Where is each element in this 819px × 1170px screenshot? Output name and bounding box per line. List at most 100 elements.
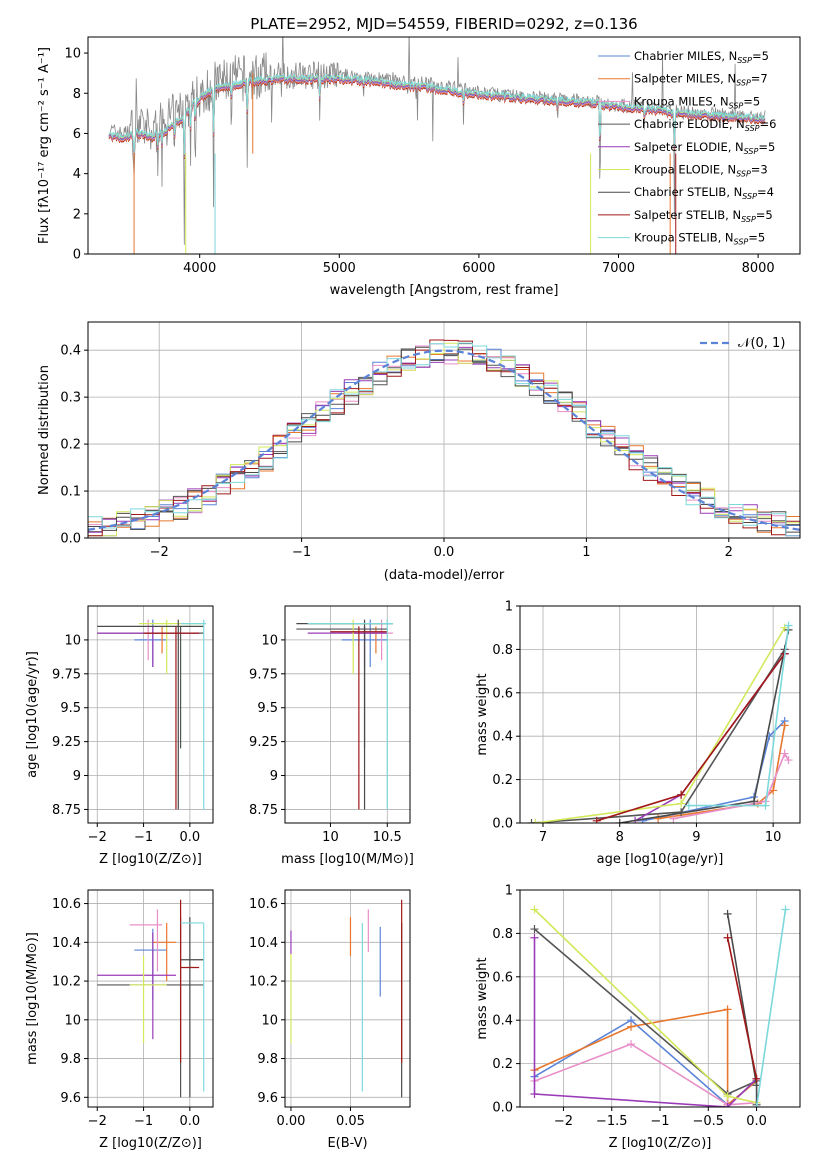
plot-area: [296, 619, 393, 810]
y-tick-label: 0.6: [492, 970, 513, 985]
x-tick-label: −0.5: [692, 1114, 724, 1129]
y-tick-label: 0: [73, 248, 81, 263]
x-axis-label: Z [log10(Z/Z⊙)]: [99, 852, 202, 867]
x-tick-label: 0.0: [180, 1114, 201, 1129]
histogram-step-salpeter-stelib: [88, 339, 800, 537]
y-tick-label: 10: [261, 633, 278, 648]
y-tick-label: 0.8: [492, 643, 513, 658]
plot-area: [530, 905, 790, 1107]
y-tick-label: 9.6: [60, 1091, 81, 1106]
plot-area: [527, 621, 793, 823]
y-tick-label: 10.2: [52, 975, 81, 990]
histogram-step-kroupa-stelib: [88, 342, 800, 537]
figure-title: PLATE=2952, MJD=54559, FIBERID=0292, z=0…: [250, 15, 637, 33]
y-tick-label: 10: [64, 633, 81, 648]
y-tick-label: 10: [64, 1013, 81, 1028]
mass-weight-marker: [592, 816, 601, 823]
y-tick-label: 0.0: [60, 532, 81, 547]
x-tick-label: −1: [650, 1114, 669, 1129]
axes-frame: [87, 605, 214, 824]
mass-weight-vs-age-panel: 7 8 9 10 0.0 0.2 0.4 0.6 0.8 1 age [log10(age/yr)]…: [475, 600, 801, 867]
x-tick-label: 7: [539, 830, 547, 845]
plot-area: [88, 339, 800, 537]
y-tick-label: 0.0: [492, 817, 513, 832]
y-tick-label: 9.6: [257, 1091, 278, 1106]
age-vs-metallicity-panel: −2 −1 0.0 8.75 9 9.25 9.5 9.75 10 Z [log10(Z/Z⊙)]…: [25, 605, 214, 867]
x-tick-label: −2: [554, 1114, 573, 1129]
x-tick-label: 8000: [742, 261, 775, 276]
x-tick-label: −2: [88, 830, 107, 845]
x-axis-label: E(B-V): [327, 1136, 367, 1151]
x-axis-label: wavelength [Angstrom, rest frame]: [330, 283, 559, 298]
legend-label: Salpeter STELIB, NSSP=5: [634, 208, 773, 224]
mass-weight-marker: [615, 819, 624, 823]
legend-label: Salpeter ELODIE, NSSP=5: [634, 140, 775, 156]
y-tick-label: 10.4: [52, 936, 81, 951]
mass-weight-marker: [780, 721, 789, 730]
mass-weight-marker: [781, 905, 790, 914]
mass-weight-marker: [530, 1089, 539, 1098]
y-tick-label: 10.6: [249, 897, 278, 912]
x-tick-label: 10: [322, 830, 339, 845]
y-tick-label: 0.3: [60, 391, 81, 406]
axes-frame: [284, 605, 411, 824]
y-tick-label: 9.25: [249, 735, 278, 750]
y-tick-label: 9.75: [249, 667, 278, 682]
axes-frame: [284, 889, 411, 1108]
plot-area: [290, 899, 403, 1098]
x-tick-label: 0.00: [276, 1114, 305, 1129]
mass-weight-line-kroupa-miles: [673, 751, 790, 820]
mass-weight-line-kroupa-stelib: [755, 909, 787, 1107]
y-tick-label: 8.75: [52, 803, 81, 818]
x-tick-label: −1.5: [596, 1114, 628, 1129]
mass-weight-line-kroupa-miles: [534, 1043, 757, 1106]
spectrum-model-line-kroupa-stelib: [108, 73, 766, 155]
y-tick-label: 4: [73, 167, 81, 182]
x-tick-label: −1: [134, 830, 153, 845]
y-tick-label: 10.6: [52, 897, 81, 912]
mass-weight-marker: [669, 814, 678, 823]
y-tick-label: 2: [73, 207, 81, 222]
x-tick-label: 8: [616, 830, 624, 845]
legend-label: Kroupa MILES, NSSP=5: [634, 94, 760, 110]
y-tick-label: 0.0: [492, 1101, 513, 1116]
mass-weight-marker: [723, 1005, 732, 1014]
axes-frame: [87, 36, 801, 255]
mass-weight-line-salpeter-miles: [657, 725, 786, 820]
legend-label: 𝒩(0, 1): [738, 336, 785, 351]
legend-label: Kroupa STELIB, NSSP=5: [634, 231, 765, 247]
mass-weight-marker: [723, 933, 732, 942]
y-tick-label: 10: [261, 1013, 278, 1028]
y-tick-label: 0.1: [60, 485, 81, 500]
y-tick-label: 8: [73, 87, 81, 102]
mass-weight-line-salpeter-elodie: [533, 937, 758, 1107]
mass-weight-marker: [677, 799, 686, 808]
mass-weight-marker: [531, 819, 540, 823]
spectrum-panel: 4000 5000 6000 7000 8000 0 2 4 6 8 10 wavelength [A…: [37, 36, 801, 298]
legend-label: Chabrier ELODIE, NSSP=6: [634, 117, 776, 133]
x-axis-label: (data-model)/error: [384, 568, 505, 583]
mass-weight-line-chabrier-stelib: [619, 629, 790, 823]
x-tick-label: 0.0: [434, 545, 455, 560]
y-axis-label: mass weight: [475, 957, 490, 1039]
residual-histogram-panel: −2 −1 0.0 1 2 0.0 0.1 0.2 0.3 0.4 (data-model)/err…: [37, 321, 801, 583]
y-axis-label: mass weight: [475, 673, 490, 755]
mass-weight-marker: [684, 801, 693, 810]
y-axis-label: mass [log10(M/M⊙)]: [25, 932, 40, 1065]
x-tick-label: 5000: [323, 261, 356, 276]
histogram-step-chabrier-stelib: [88, 346, 800, 533]
x-tick-label: −1: [134, 1114, 153, 1129]
y-tick-label: 10.2: [249, 975, 278, 990]
y-tick-label: 0.4: [60, 344, 81, 359]
x-axis-label: Z [log10(Z/Z⊙)]: [609, 1136, 712, 1151]
y-tick-label: 8.75: [249, 803, 278, 818]
plot-area: [97, 899, 205, 1098]
x-tick-label: 0.0: [746, 1114, 767, 1129]
mass-weight-marker: [530, 925, 539, 934]
mass-weight-marker: [627, 1040, 636, 1049]
x-tick-label: 7000: [602, 261, 635, 276]
y-tick-label: 1: [505, 600, 513, 615]
mass-weight-marker: [627, 1022, 636, 1031]
mass-weight-vs-metallicity-panel: −2 −1.5 −1 −0.5 0.0 0.0 0.2 0.4 0.6 0.8 1 Z [log10(…: [475, 884, 801, 1151]
